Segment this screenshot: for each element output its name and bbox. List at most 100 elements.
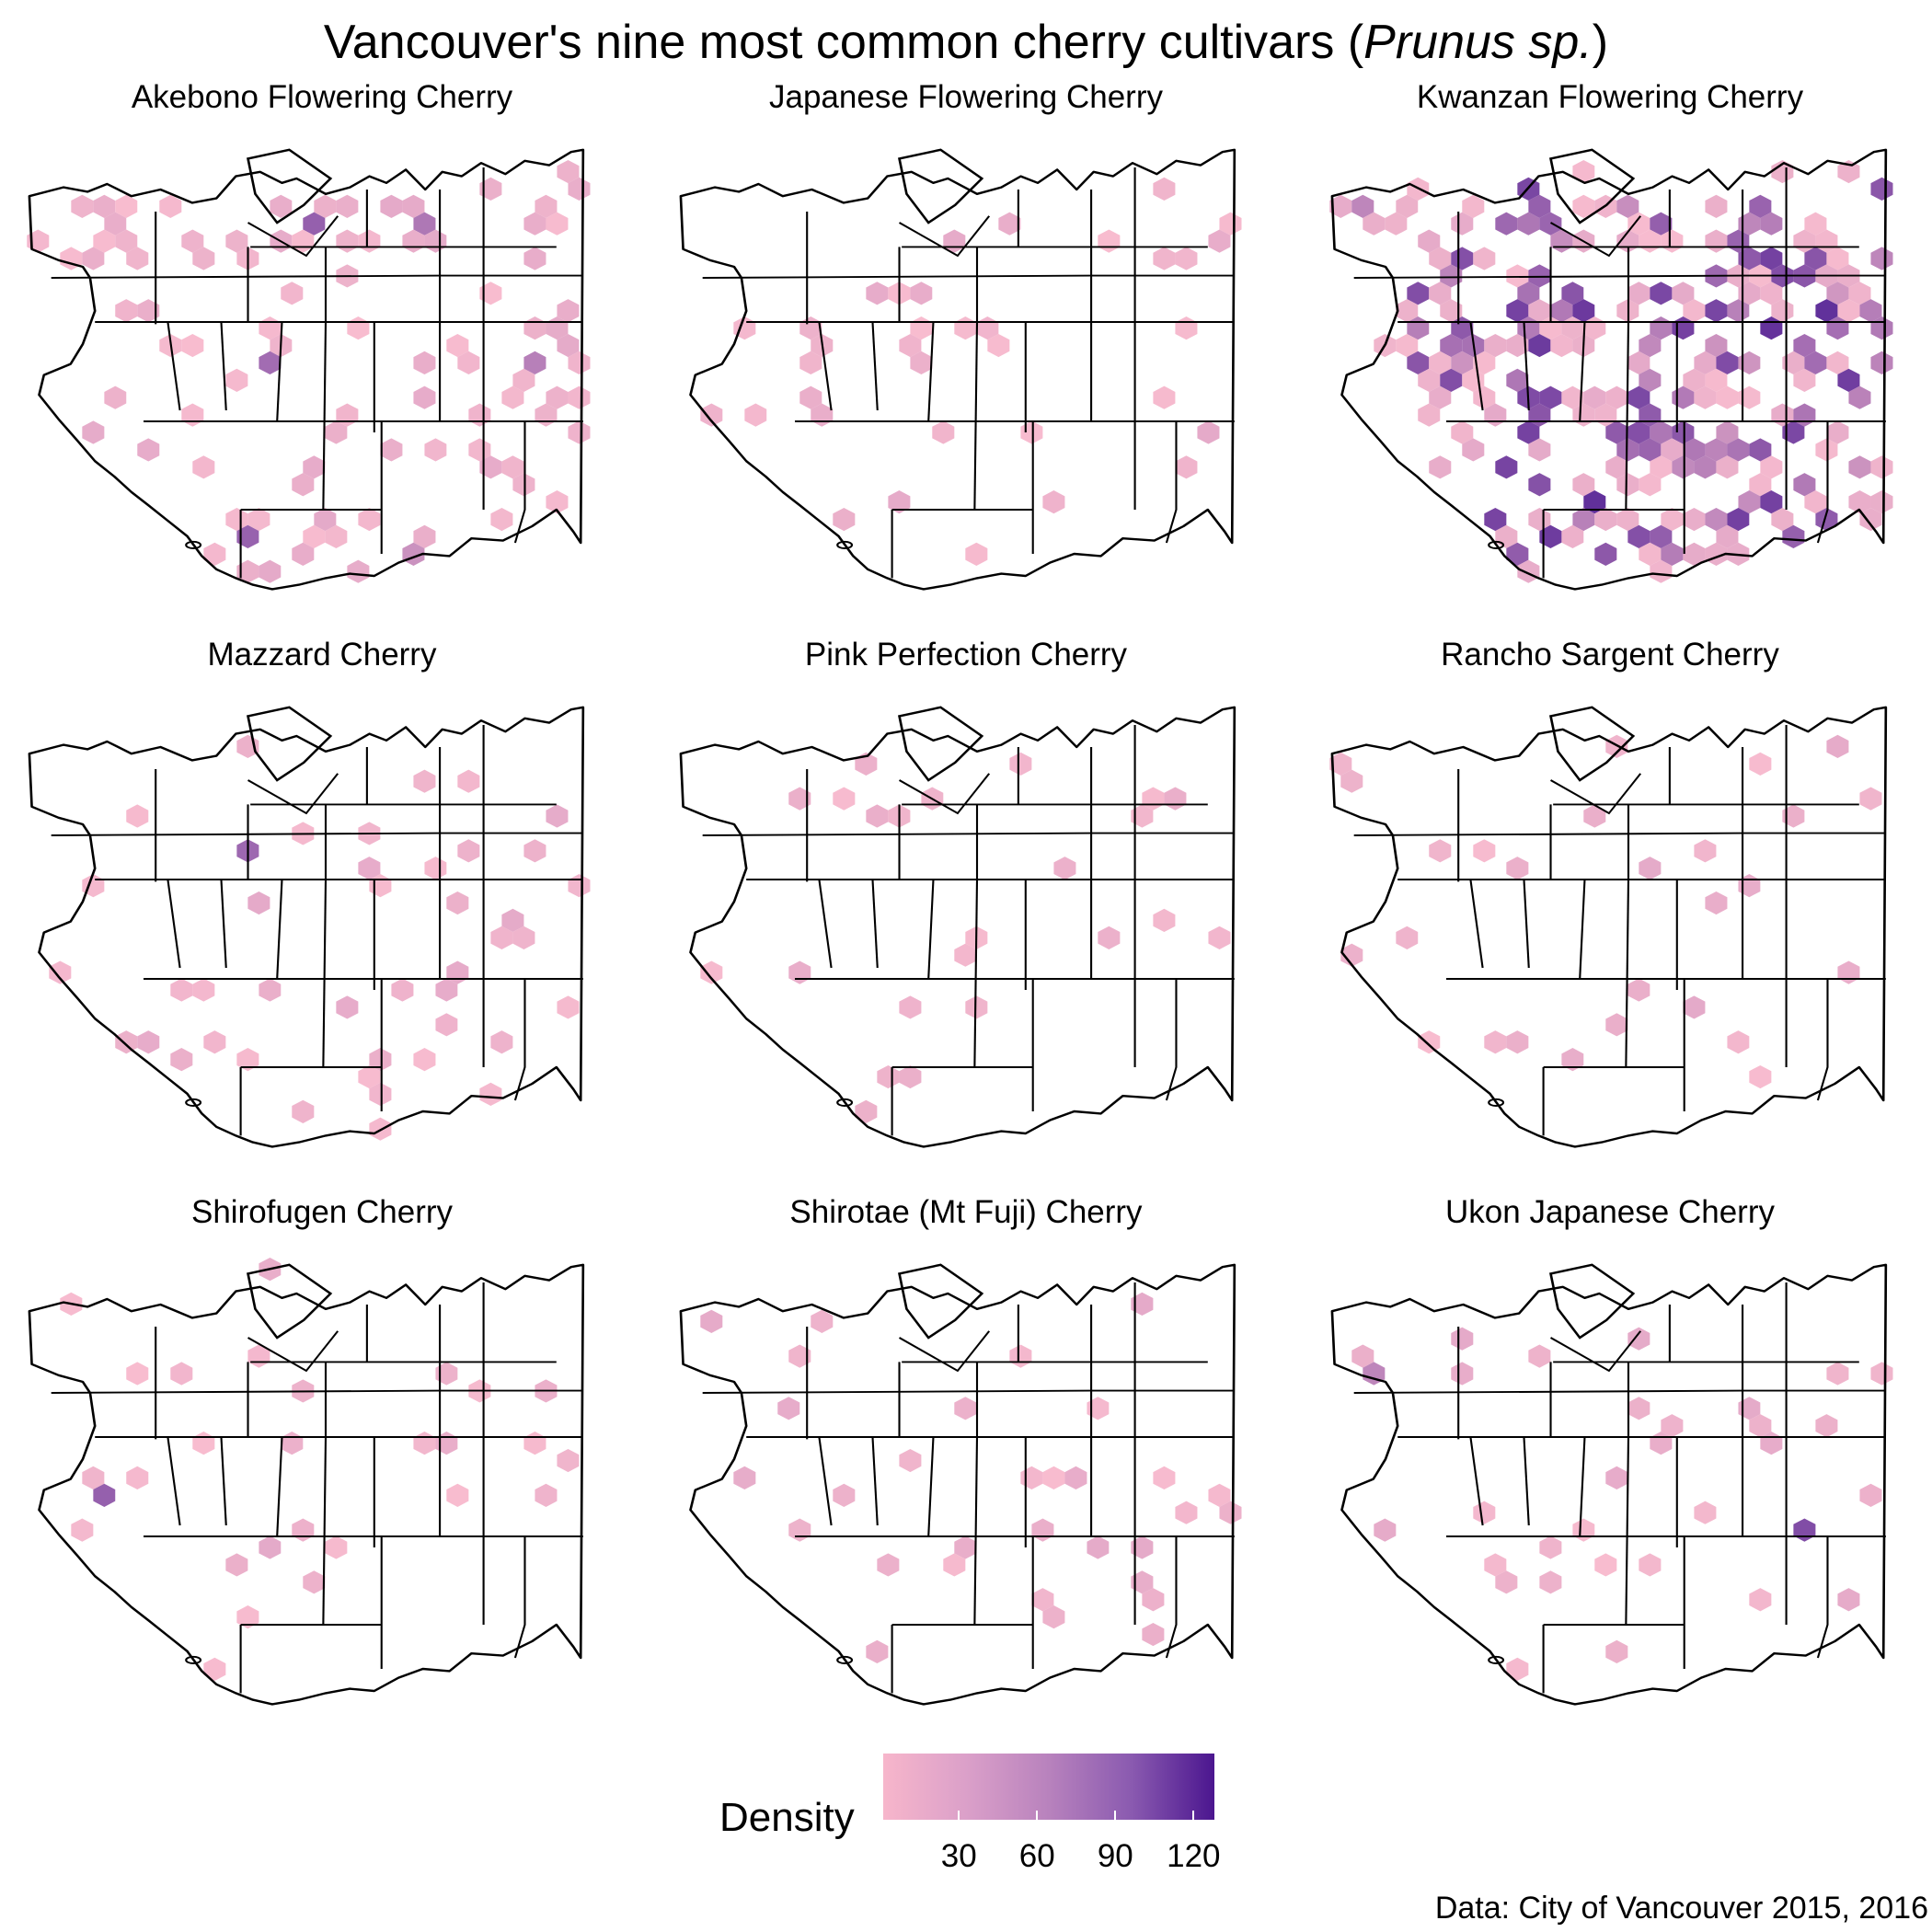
island-boundary bbox=[185, 1655, 202, 1664]
density-hex bbox=[1164, 787, 1187, 811]
density-hex bbox=[546, 212, 569, 236]
density-hex bbox=[1418, 1030, 1441, 1054]
density-hex bbox=[1639, 542, 1662, 566]
panel-title-japanese: Japanese Flowering Cherry bbox=[769, 79, 1163, 115]
density-hex bbox=[1374, 1518, 1397, 1542]
density-hex bbox=[1771, 299, 1794, 323]
density-hex bbox=[1594, 1553, 1617, 1577]
density-hex bbox=[369, 1048, 392, 1072]
density-hex bbox=[855, 1099, 878, 1123]
density-hex bbox=[270, 194, 293, 218]
map-panel-akebono bbox=[27, 148, 591, 591]
density-hex bbox=[468, 403, 491, 427]
neighbourhood-boundary bbox=[322, 879, 328, 1068]
density-hex bbox=[446, 891, 469, 915]
density-hex bbox=[1539, 1570, 1562, 1594]
density-hex bbox=[1473, 385, 1496, 409]
panel-title-shirotae: Shirotae (Mt Fuji) Cherry bbox=[789, 1194, 1143, 1230]
density-hex bbox=[1870, 455, 1893, 479]
density-hex bbox=[1650, 559, 1673, 583]
density-hex bbox=[336, 229, 359, 253]
neighbourhood-boundary bbox=[1816, 421, 1829, 544]
density-hex bbox=[1484, 1553, 1507, 1577]
stanley-park-boundary bbox=[897, 148, 984, 224]
density-hex bbox=[1826, 247, 1849, 270]
density-hex bbox=[943, 1553, 966, 1577]
density-hex bbox=[1870, 490, 1893, 514]
density-hex bbox=[468, 438, 491, 462]
density-hex bbox=[1153, 908, 1176, 932]
stanley-park-boundary bbox=[1548, 148, 1636, 224]
neighbourhood-boundary bbox=[818, 321, 833, 411]
density-hex bbox=[1539, 212, 1562, 236]
density-hex bbox=[1683, 995, 1706, 1019]
density-hex bbox=[1539, 1535, 1562, 1559]
density-hex bbox=[225, 1553, 248, 1577]
density-hex bbox=[192, 455, 215, 479]
neighbourhood-boundary bbox=[1579, 879, 1586, 980]
density-hex bbox=[1616, 194, 1639, 218]
density-hex bbox=[325, 1535, 348, 1559]
neighbourhood-boundary bbox=[1549, 1330, 1642, 1373]
density-hex bbox=[1561, 282, 1584, 305]
density-hex bbox=[1837, 159, 1860, 184]
density-hex bbox=[899, 1448, 922, 1473]
density-hex bbox=[1440, 299, 1463, 323]
density-hex bbox=[292, 473, 315, 497]
density-hex bbox=[866, 1639, 889, 1663]
density-hex bbox=[1451, 1327, 1474, 1351]
density-hex bbox=[413, 212, 436, 236]
density-hex bbox=[1870, 1362, 1893, 1386]
density-hex bbox=[546, 804, 569, 828]
density-hex bbox=[1462, 194, 1485, 218]
density-hex bbox=[899, 995, 922, 1019]
density-hex bbox=[1583, 804, 1606, 828]
density-hex bbox=[203, 1657, 226, 1681]
density-hex bbox=[137, 1030, 160, 1054]
density-hex bbox=[1727, 507, 1750, 532]
density-hex bbox=[1396, 194, 1419, 218]
island-boundary bbox=[185, 1098, 202, 1107]
density-hex bbox=[1683, 368, 1706, 392]
density-hex bbox=[181, 403, 204, 427]
stanley-park-boundary bbox=[1548, 1263, 1636, 1340]
neighbourhood-boundary bbox=[818, 879, 833, 969]
density-hex bbox=[1826, 351, 1849, 374]
density-hex bbox=[1385, 212, 1408, 236]
density-hex bbox=[446, 333, 469, 358]
density-hex bbox=[259, 978, 282, 1002]
density-hex bbox=[1153, 177, 1176, 201]
density-hex bbox=[1650, 420, 1673, 444]
density-hex bbox=[1407, 282, 1430, 305]
density-hex bbox=[490, 1030, 513, 1054]
legend-tick-label: 30 bbox=[940, 1838, 977, 1874]
density-hex bbox=[1340, 769, 1363, 793]
map-panel-pink-perfection bbox=[679, 706, 1236, 1148]
density-hex bbox=[1528, 299, 1551, 323]
density-hex bbox=[1716, 455, 1739, 479]
density-hex bbox=[1605, 1466, 1628, 1489]
density-hex bbox=[1815, 299, 1838, 323]
density-hex bbox=[1440, 333, 1463, 358]
neighbourhood-boundary bbox=[898, 215, 991, 258]
density-hex bbox=[292, 1099, 315, 1123]
density-hex bbox=[1583, 385, 1606, 409]
density-hex bbox=[1219, 1501, 1242, 1524]
density-hex bbox=[170, 978, 193, 1002]
density-hex bbox=[987, 333, 1010, 358]
density-hex bbox=[1672, 455, 1695, 479]
density-hex bbox=[1451, 1362, 1474, 1386]
island-boundary bbox=[1488, 1098, 1505, 1107]
neighbourhood-boundary bbox=[51, 274, 441, 279]
neighbourhood-boundary bbox=[1523, 879, 1530, 969]
density-hex bbox=[1782, 420, 1805, 444]
density-hex bbox=[1153, 247, 1176, 270]
neighbourhood-boundary bbox=[871, 321, 879, 411]
density-hex bbox=[1848, 385, 1871, 409]
density-hex bbox=[568, 177, 591, 201]
density-hex bbox=[700, 403, 723, 427]
density-hex bbox=[1572, 507, 1595, 532]
neighbourhood-boundary bbox=[702, 832, 1092, 836]
density-hex bbox=[259, 351, 282, 374]
density-hex bbox=[1528, 438, 1551, 462]
